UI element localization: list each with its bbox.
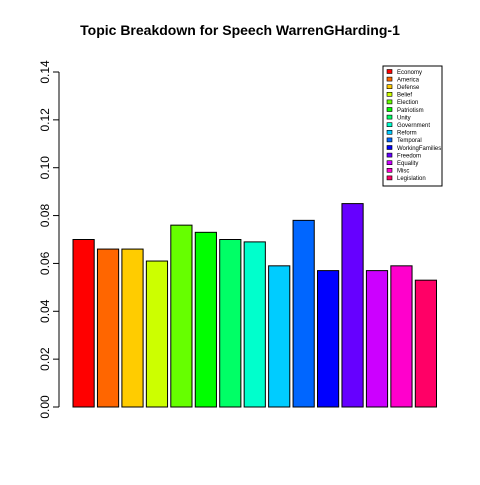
legend-swatch	[386, 99, 393, 105]
legend-swatch	[386, 160, 393, 165]
legend-swatch	[386, 84, 393, 89]
legend-label: Reform	[397, 131, 417, 137]
bar-unity	[219, 239, 242, 408]
legend-label: Election	[397, 100, 418, 106]
legend-swatch	[386, 152, 393, 158]
legend-label: Economy	[397, 70, 422, 76]
y-tick-label: 0.10	[38, 156, 52, 180]
legend-swatch	[386, 92, 393, 97]
legend-label: America	[397, 77, 420, 83]
bar-reform	[268, 265, 291, 408]
bar-equality	[365, 270, 389, 408]
legend-label: Temporal	[397, 138, 422, 144]
bar-misc	[390, 265, 413, 408]
legend-label: Patriotism	[397, 108, 424, 114]
legend-label: WorkingFamilies	[397, 146, 441, 152]
legend-swatch	[386, 130, 393, 135]
legend-label: Freedom	[397, 153, 421, 159]
legend-swatch	[386, 168, 393, 173]
bar-election	[170, 224, 193, 408]
bar-temporal	[292, 219, 315, 408]
bar-government	[243, 241, 266, 408]
legend-label: Belief	[397, 93, 412, 99]
y-tick-label: 0.14	[38, 60, 52, 84]
chart-title: Topic Breakdown for Speech WarrenGHardin…	[80, 22, 400, 38]
legend-swatch	[386, 145, 393, 150]
y-tick-label: 0.08	[38, 204, 52, 228]
bar-economy	[72, 239, 95, 408]
y-tick-label: 0.06	[38, 251, 52, 275]
legend-box	[382, 65, 443, 187]
bars	[72, 203, 437, 408]
y-tick-label: 0.00	[38, 395, 52, 419]
legend-label: Defense	[397, 85, 420, 91]
bar-workingfamilies	[317, 270, 340, 408]
legend-label: Government	[397, 123, 430, 129]
legend-label: Legislation	[397, 176, 426, 182]
legend-swatch	[386, 107, 393, 112]
legend-label: Misc	[397, 169, 409, 175]
bar-defense	[121, 248, 144, 408]
legend-swatch	[386, 137, 393, 143]
bar-freedom	[341, 203, 364, 408]
legend-swatch	[386, 114, 393, 120]
legend-swatch	[386, 76, 393, 82]
legend-label: Equality	[397, 161, 418, 167]
bar-america	[96, 248, 120, 408]
legend-swatch	[386, 175, 393, 181]
legend-swatch	[386, 69, 393, 74]
y-tick-label: 0.12	[38, 108, 52, 132]
legend-swatch	[386, 122, 393, 127]
y-tick-label: 0.02	[38, 347, 52, 371]
y-tick-label: 0.04	[38, 299, 52, 323]
bar-patriotism	[194, 231, 217, 408]
bar-legislation	[414, 279, 437, 408]
y-axis: 0.00 0.02 0.04 0.06 0.08 0.10 0.12 0.14	[38, 60, 60, 419]
bar-belief	[145, 260, 169, 408]
legend-label: Unity	[397, 115, 411, 121]
